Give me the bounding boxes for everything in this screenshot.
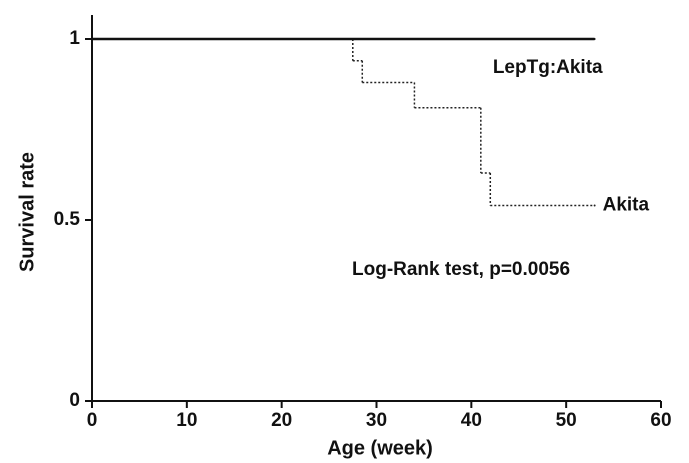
step-end: [593, 204, 596, 207]
x-tick-label: 10: [176, 410, 197, 431]
x-tick-label: 40: [461, 410, 482, 431]
series-label: Akita: [603, 195, 650, 216]
y-axis-title: Survival rate: [16, 152, 38, 272]
x-tick-label: 60: [650, 410, 671, 431]
x-tick-label: 20: [271, 410, 292, 431]
step-end: [593, 38, 596, 40]
y-tick-label: 1: [69, 28, 80, 49]
y-tick-label: 0.5: [54, 209, 81, 230]
x-tick-label: 0: [87, 410, 98, 431]
x-tick-label: 50: [556, 410, 577, 431]
annotation: Log-Rank test, p=0.0056: [352, 259, 570, 280]
x-tick-label: 30: [366, 410, 387, 431]
series-label: LepTg:Akita: [493, 57, 603, 78]
x-axis-title: Age (week): [327, 437, 433, 459]
y-tick-label: 0: [69, 390, 80, 411]
